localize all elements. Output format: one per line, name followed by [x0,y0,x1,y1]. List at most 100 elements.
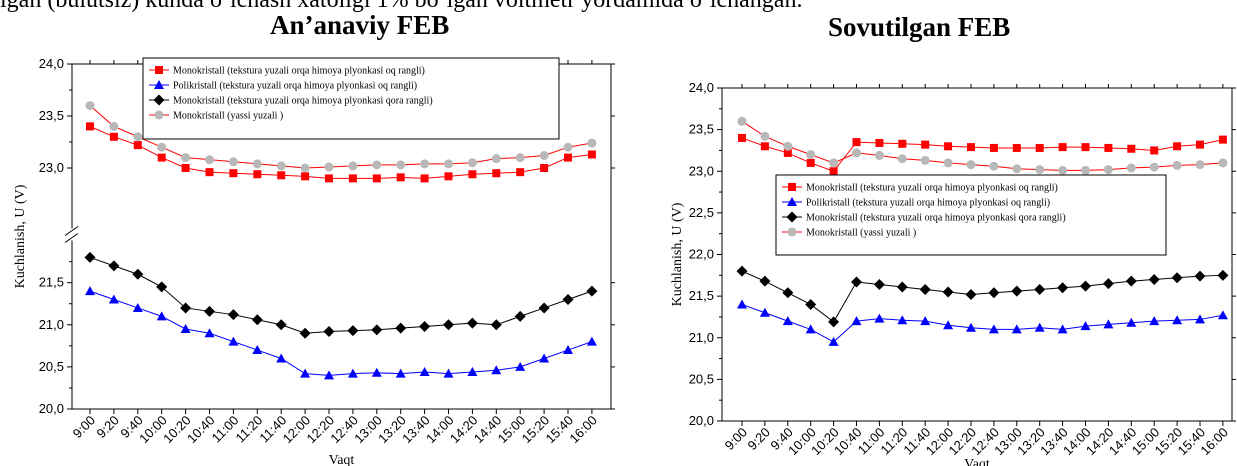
data-point-s2 [1148,273,1160,285]
data-point-s0 [301,172,310,181]
x-tick-label: 11:20 [232,413,265,446]
y-tick-label: 22,0 [689,247,714,262]
data-point-s2 [156,281,168,293]
data-point-s1 [419,366,430,376]
y-tick-label: 22,5 [689,205,714,220]
series-line-1 [741,303,1223,343]
data-point-s1 [156,311,167,321]
data-point-s3 [1126,163,1136,173]
data-point-s2 [132,268,144,280]
y-tick-label: 23,0 [689,163,714,178]
data-point-s3 [563,142,573,152]
data-point-s2 [466,317,478,329]
data-point-s1 [920,316,931,326]
legend-label-0: Monokristall (tekstura yuzali orqa himoy… [173,66,425,77]
y-tick-label: 21,0 [39,317,64,332]
data-point-s3 [1149,162,1159,172]
data-point-s2 [782,287,794,299]
data-point-s1 [515,361,526,371]
legend-marker-2 [153,94,165,106]
data-point-s3 [515,153,525,163]
data-point-s2 [299,327,311,339]
data-point-s1 [586,336,597,346]
series-line-2 [89,256,593,334]
data-point-s1 [759,307,770,317]
data-point-s3 [966,160,976,170]
data-point-s1 [988,324,999,334]
data-point-s2 [84,251,96,263]
data-point-s1 [1149,316,1160,326]
data-point-s0 [564,153,572,162]
data-point-s0 [738,133,746,142]
y-axis-title: Kuchlanish, U (V) [13,184,28,288]
data-point-s2 [586,285,598,297]
y-tick-label: 23,0 [39,160,64,175]
data-point-s0 [1218,135,1227,144]
legend-box [775,174,1167,256]
data-point-s3 [324,162,334,172]
data-point-s3 [252,159,262,169]
data-point-s1 [1195,314,1205,324]
data-point-s0 [444,172,453,181]
data-point-s0 [540,164,549,172]
data-point-s1 [1103,319,1114,329]
data-point-s1 [395,368,406,378]
data-point-s0 [921,140,930,149]
series-line-0 [89,125,592,179]
data-point-s1 [805,324,816,334]
data-point-s3 [444,159,453,169]
data-point-s0 [277,171,286,180]
data-point-s2 [988,287,1000,299]
data-point-s1 [782,316,793,326]
data-point-s1 [228,336,239,346]
data-point-s0 [1196,140,1204,149]
axis-break-mark [64,233,79,243]
legend-marker-0 [788,183,796,191]
data-point-s3 [276,161,286,171]
data-point-s0 [1127,144,1136,153]
y-tick-label: 20,0 [689,413,714,428]
data-point-s3 [829,158,839,168]
x-tick-label: 9:20 [94,413,123,442]
chart-title-left: An’anaviy FEB [270,10,450,40]
x-axis-title: Vaqt [964,457,990,466]
chart-title-right: Sovutilgan FEB [828,12,1011,42]
data-point-s3 [1103,165,1113,175]
series-line-3 [741,120,1223,171]
data-point-s0 [205,168,214,177]
data-point-s0 [898,139,907,148]
data-point-s2 [180,302,192,314]
data-point-s1 [491,365,502,375]
data-point-s2 [1080,280,1091,292]
data-point-s3 [1012,164,1022,174]
data-point-s2 [873,278,885,290]
data-point-s1 [737,299,747,309]
data-point-s1 [828,336,839,346]
legend-marker-3 [154,110,164,120]
data-point-s1 [324,370,334,380]
x-tick-label: 9:20 [745,425,774,454]
data-point-s3 [1218,158,1228,168]
x-axis-title: Vaqt [329,453,355,466]
data-point-s2 [395,322,407,334]
data-point-s3 [1058,165,1068,175]
data-point-s0 [396,173,405,182]
data-point-s1 [371,367,382,377]
data-point-s3 [989,161,999,171]
data-point-s1 [943,320,954,330]
data-point-s2 [538,302,550,314]
data-point-s2 [347,325,359,337]
legend-marker-0 [155,66,163,74]
y-tick-label: 21,0 [689,330,714,345]
data-point-s0 [967,143,975,152]
y-tick-label: 24,0 [39,56,64,71]
data-point-s0 [516,168,525,177]
data-point-s2 [1125,275,1137,287]
data-point-s3 [852,148,861,158]
data-point-s3 [920,155,930,165]
y-tick-label: 21,5 [39,275,64,290]
data-point-s0 [1081,143,1090,152]
data-point-s0 [944,142,953,151]
data-point-s3 [783,141,793,151]
data-point-s3 [1081,165,1090,175]
